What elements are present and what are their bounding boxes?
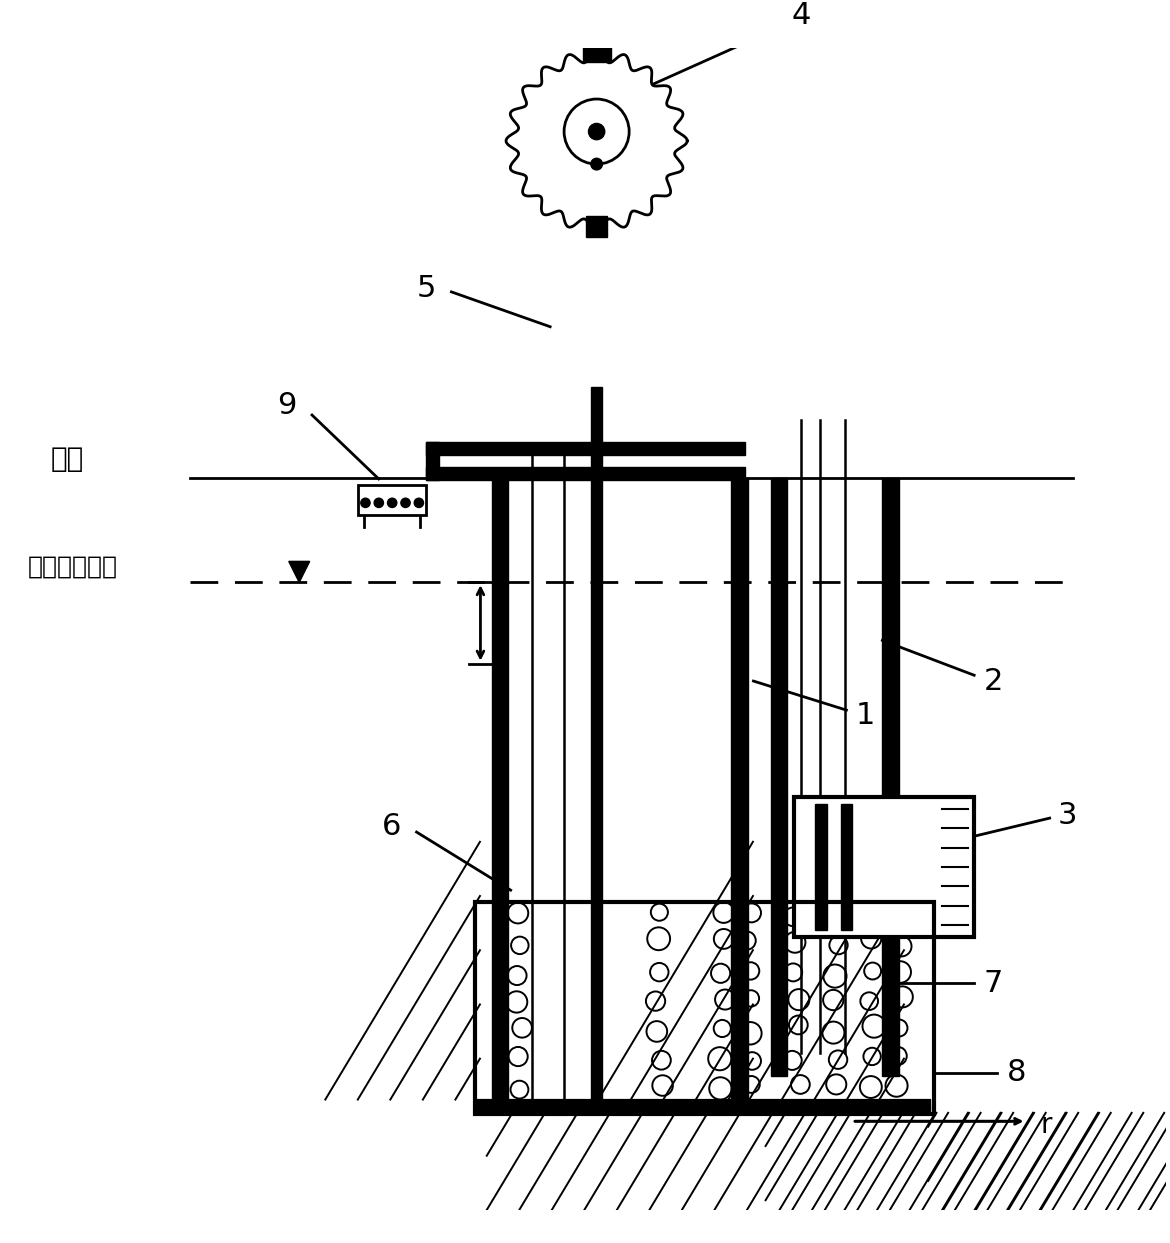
Text: 4: 4 (792, 1, 811, 30)
Bar (426, 467, 745, 480)
Circle shape (374, 498, 384, 507)
Circle shape (589, 123, 605, 139)
Text: 3: 3 (1058, 800, 1078, 830)
Circle shape (401, 498, 411, 507)
Bar (426, 441, 439, 480)
Bar (771, 477, 787, 1076)
Text: 9: 9 (277, 392, 296, 420)
Text: 8: 8 (1006, 1058, 1026, 1088)
Text: 2: 2 (984, 666, 1003, 696)
Bar (840, 804, 852, 930)
Bar (358, 485, 426, 515)
Bar (882, 477, 899, 1076)
Text: 7: 7 (984, 968, 1003, 998)
Text: 地表: 地表 (50, 445, 84, 474)
Bar (475, 901, 934, 1114)
Bar (586, 216, 607, 237)
Polygon shape (289, 562, 310, 582)
Bar (731, 477, 748, 1099)
Bar (426, 441, 745, 455)
Bar (794, 797, 975, 937)
Bar (493, 477, 508, 1099)
Text: 稳定地下水位: 稳定地下水位 (27, 554, 117, 579)
Bar (815, 804, 827, 930)
Text: 1: 1 (855, 701, 875, 731)
Circle shape (591, 158, 603, 170)
Text: r: r (1040, 1111, 1052, 1139)
Circle shape (360, 498, 370, 507)
Bar (583, 36, 611, 62)
Circle shape (414, 498, 424, 507)
Text: 6: 6 (381, 812, 401, 840)
Bar (591, 387, 601, 1111)
Circle shape (387, 498, 397, 507)
Text: 5: 5 (417, 273, 436, 303)
Polygon shape (507, 50, 687, 231)
Circle shape (564, 99, 629, 164)
Text: 降深sw: 降深sw (495, 598, 509, 636)
